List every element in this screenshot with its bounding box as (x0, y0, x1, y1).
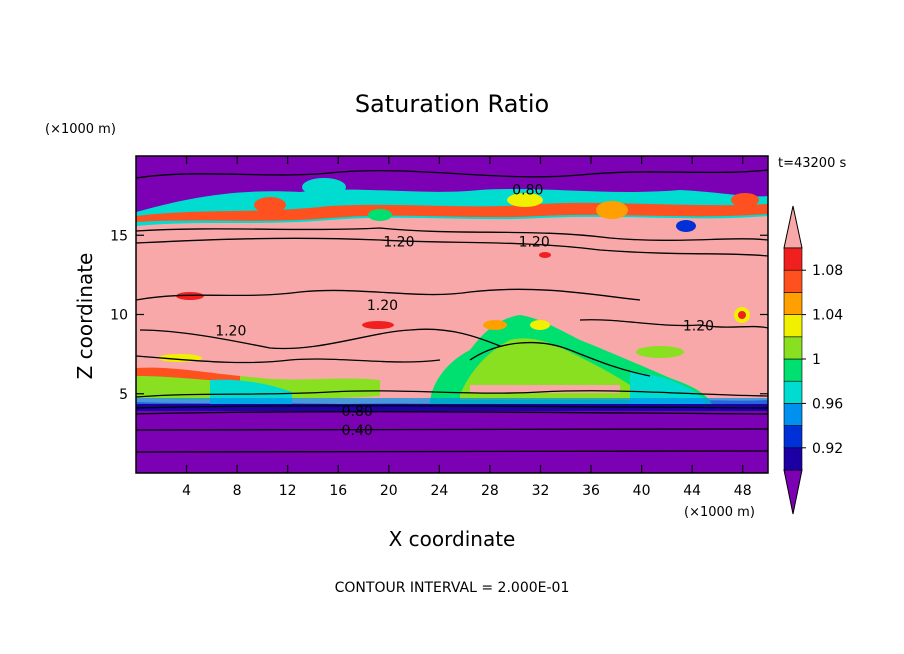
colorbar-label: 1.08 (812, 263, 843, 279)
y-axis: 5 10 15 (110, 228, 768, 403)
x-tick-label: 48 (734, 483, 752, 499)
x-tick-label: 4 (182, 483, 191, 499)
colorbar-swatch (783, 292, 803, 315)
x-tick-label: 44 (683, 483, 701, 499)
heatmap-field (136, 156, 768, 473)
y-tick-label: 10 (110, 308, 128, 324)
y-axis-unit: (×1000 m) (45, 122, 116, 137)
x-axis-unit: (×1000 m) (684, 505, 755, 520)
x-axis-label: X coordinate (389, 527, 516, 551)
contour-label: 0.80 (512, 182, 543, 198)
contour-label: 1.20 (519, 235, 550, 251)
colorbar-swatch (783, 314, 803, 338)
colorbar-label: 1.04 (812, 308, 843, 324)
colorbar-label: 0.92 (812, 441, 843, 457)
x-tick-label: 40 (633, 483, 651, 499)
y-tick-label: 15 (110, 228, 128, 244)
y-axis-label: Z coordinate (73, 253, 97, 380)
colorbar-swatch (783, 358, 803, 382)
colorbar-swatch (783, 269, 803, 293)
x-tick-label: 32 (532, 483, 550, 499)
colorbar-swatch (783, 447, 803, 471)
contour-label: 0.80 (342, 404, 373, 420)
x-axis: 4 8 12 16 20 24 28 32 36 40 44 48 (182, 156, 752, 499)
y-tick-label: 5 (119, 387, 128, 403)
contour-label: 1.20 (215, 323, 246, 339)
time-label: t=43200 s (778, 156, 846, 171)
chart-title: Saturation Ratio (355, 90, 549, 118)
colorbar-swatch (783, 403, 803, 426)
contour-label: 1.20 (683, 319, 714, 335)
colorbar-swatch (783, 336, 803, 360)
x-tick-label: 20 (380, 483, 398, 499)
colorbar-swatch (783, 425, 803, 449)
colorbar-label: 0.96 (812, 396, 843, 412)
x-tick-label: 12 (279, 483, 297, 499)
colorbar-swatch (783, 247, 803, 271)
contour-interval-note: CONTOUR INTERVAL = 2.000E-01 (335, 580, 570, 596)
colorbar-extension-high (783, 205, 803, 249)
x-tick-label: 8 (233, 483, 242, 499)
colorbar-swatch (783, 380, 803, 404)
colorbar-label: 1 (812, 352, 821, 368)
contour-label: 0.40 (342, 423, 373, 439)
x-tick-label: 16 (329, 483, 347, 499)
x-tick-label: 28 (481, 483, 499, 499)
colorbar-extension-low (783, 469, 803, 515)
colorbar: 1.08 1.04 1 0.96 0.92 (783, 205, 843, 515)
x-tick-label: 24 (430, 483, 448, 499)
contour-label: 1.20 (367, 298, 398, 314)
contour-label: 1.20 (383, 235, 414, 251)
contour-labels: 0.80 1.20 1.20 1.20 1.20 1.20 0.80 0.40 (215, 182, 714, 439)
x-tick-label: 36 (582, 483, 600, 499)
